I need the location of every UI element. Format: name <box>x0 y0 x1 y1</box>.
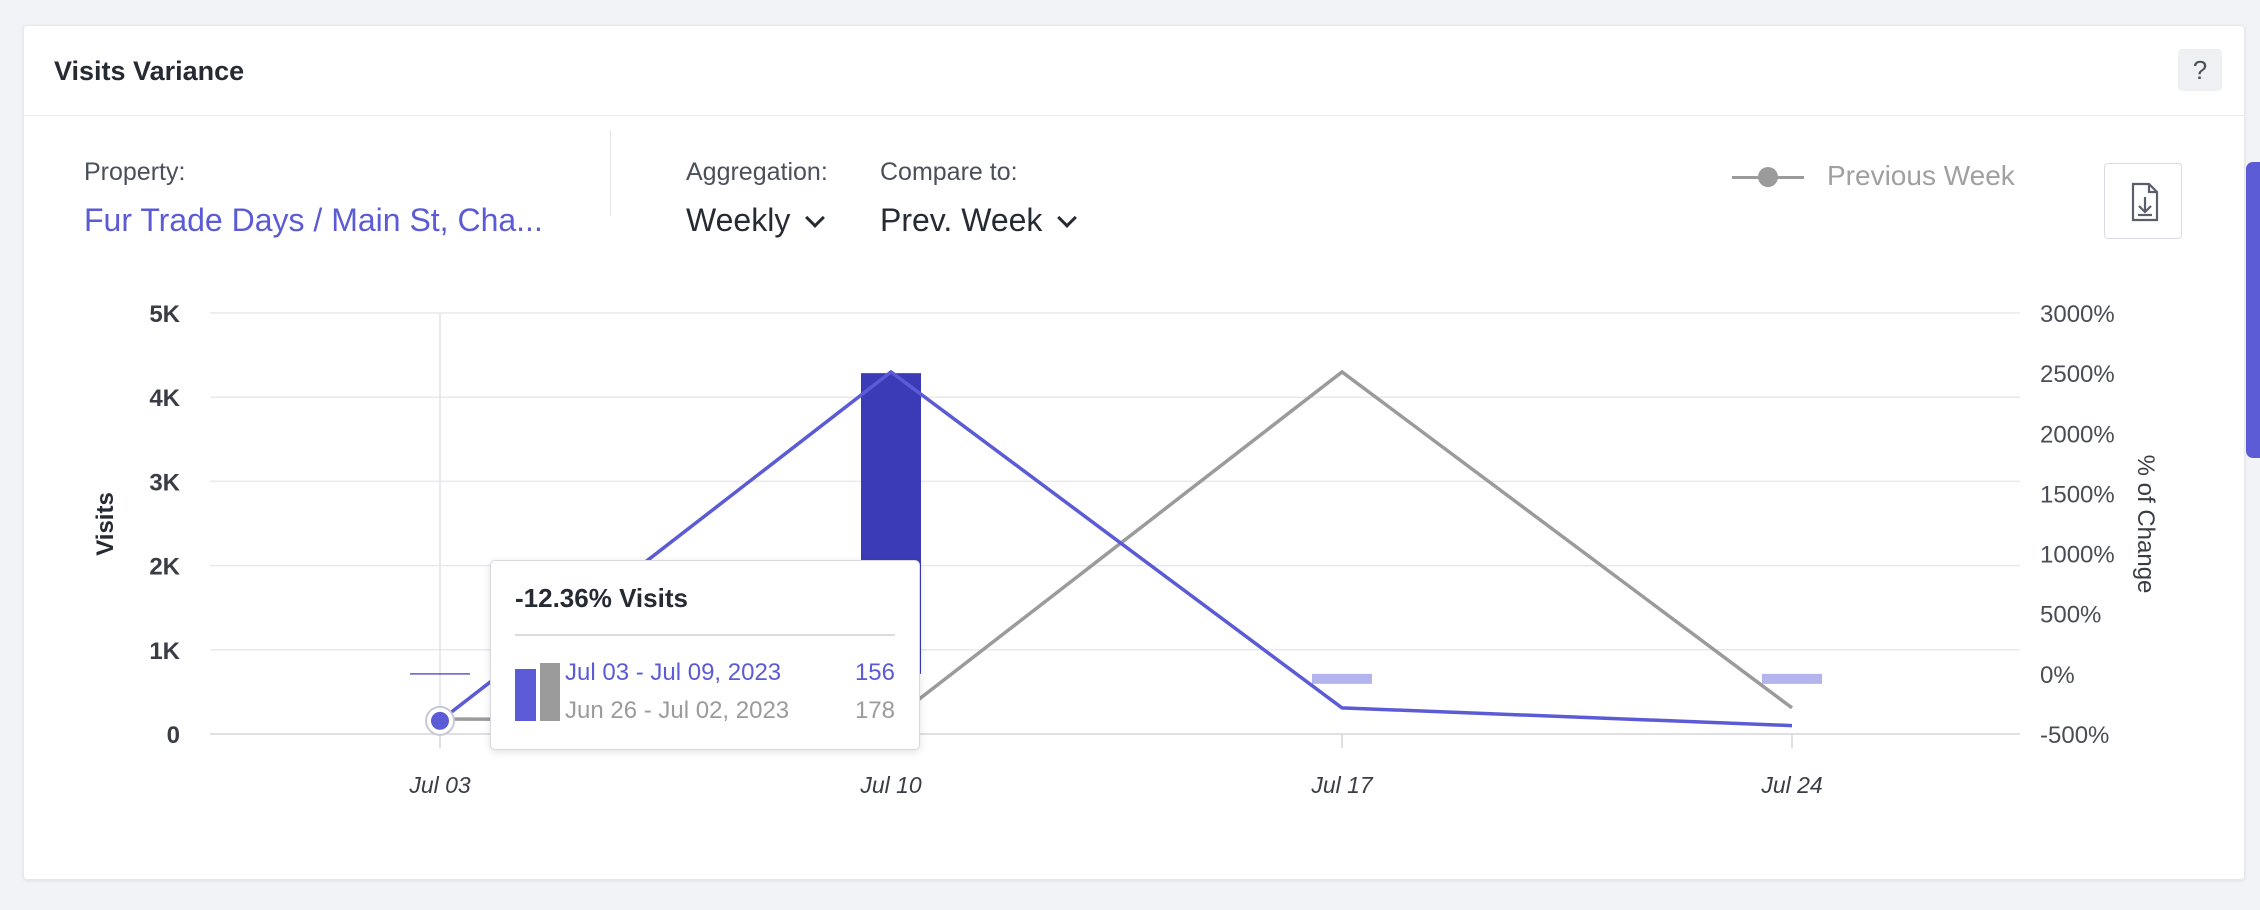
x-tick-label: Jul 03 <box>408 772 471 798</box>
y2-axis-title: % of Change <box>2132 455 2159 594</box>
y2-tick-label: 3000% <box>2040 301 2115 328</box>
y-tick-label: 4K <box>149 385 180 412</box>
help-button[interactable]: ? <box>2178 49 2222 91</box>
y-axis-title: Visits <box>92 492 119 556</box>
x-tick-label: Jul 17 <box>1310 772 1374 798</box>
y-tick-label: 1K <box>149 638 180 665</box>
compare-value: Prev. Week <box>880 202 1043 238</box>
controls-divider <box>610 130 611 216</box>
x-tick-label: Jul 10 <box>859 772 922 798</box>
aggregation-value: Weekly <box>686 202 791 238</box>
y2-tick-label: -500% <box>2040 722 2109 749</box>
visits-variance-card: Visits Variance ? <box>23 25 2245 880</box>
legend-dot-marker <box>1758 167 1778 187</box>
aggregation-dropdown[interactable]: Weekly <box>686 202 826 239</box>
y-tick-label: 3K <box>149 469 180 496</box>
y2-tick-label: 0% <box>2040 662 2075 689</box>
property-selector[interactable]: Fur Trade Days / Main St, Cha... <box>84 202 543 238</box>
scrollbar-thumb[interactable] <box>2246 162 2260 458</box>
x-tick-label: Jul 24 <box>1760 772 1822 798</box>
legend-label: Previous Week <box>1827 160 2015 191</box>
y2-tick-label: 500% <box>2040 602 2101 629</box>
card-title: Visits Variance <box>54 56 245 86</box>
download-file-icon <box>2131 182 2159 222</box>
previous-period-swatch <box>540 663 560 721</box>
change-bar <box>1762 673 1822 684</box>
property-label: Property: <box>84 158 186 186</box>
tooltip-current-range: Jul 03 - Jul 09, 2023 <box>565 659 782 686</box>
tooltip-previous-range: Jun 26 - Jul 02, 2023 <box>565 697 790 724</box>
y2-tick-label: 1000% <box>2040 542 2115 569</box>
change-bar <box>1312 673 1372 684</box>
y2-tick-label: 2000% <box>2040 421 2115 448</box>
y2-tick-label: 2500% <box>2040 361 2115 388</box>
tooltip-separator <box>515 634 895 636</box>
tooltip-current-value: 156 <box>854 659 895 686</box>
tooltip-previous-value: 178 <box>854 697 895 724</box>
hover-point <box>431 711 449 730</box>
compare-label: Compare to: <box>880 158 1018 186</box>
card-header: Visits Variance ? <box>24 26 2244 116</box>
y-tick-label: 5K <box>149 301 180 328</box>
y2-tick-label: 1500% <box>2040 481 2115 508</box>
tooltip-title: -12.36% Visits <box>515 583 688 613</box>
download-button[interactable] <box>2104 163 2182 239</box>
compare-dropdown[interactable]: Prev. Week <box>880 202 1078 239</box>
aggregation-label: Aggregation: <box>686 158 828 186</box>
current-period-swatch <box>515 669 536 721</box>
visits-line <box>438 369 1793 728</box>
chart-tooltip: -12.36% Visits Jul 03 - Jul 09, 2023 156… <box>490 560 920 750</box>
y-tick-label: 2K <box>149 554 180 581</box>
y-tick-label: 0 <box>167 722 180 749</box>
